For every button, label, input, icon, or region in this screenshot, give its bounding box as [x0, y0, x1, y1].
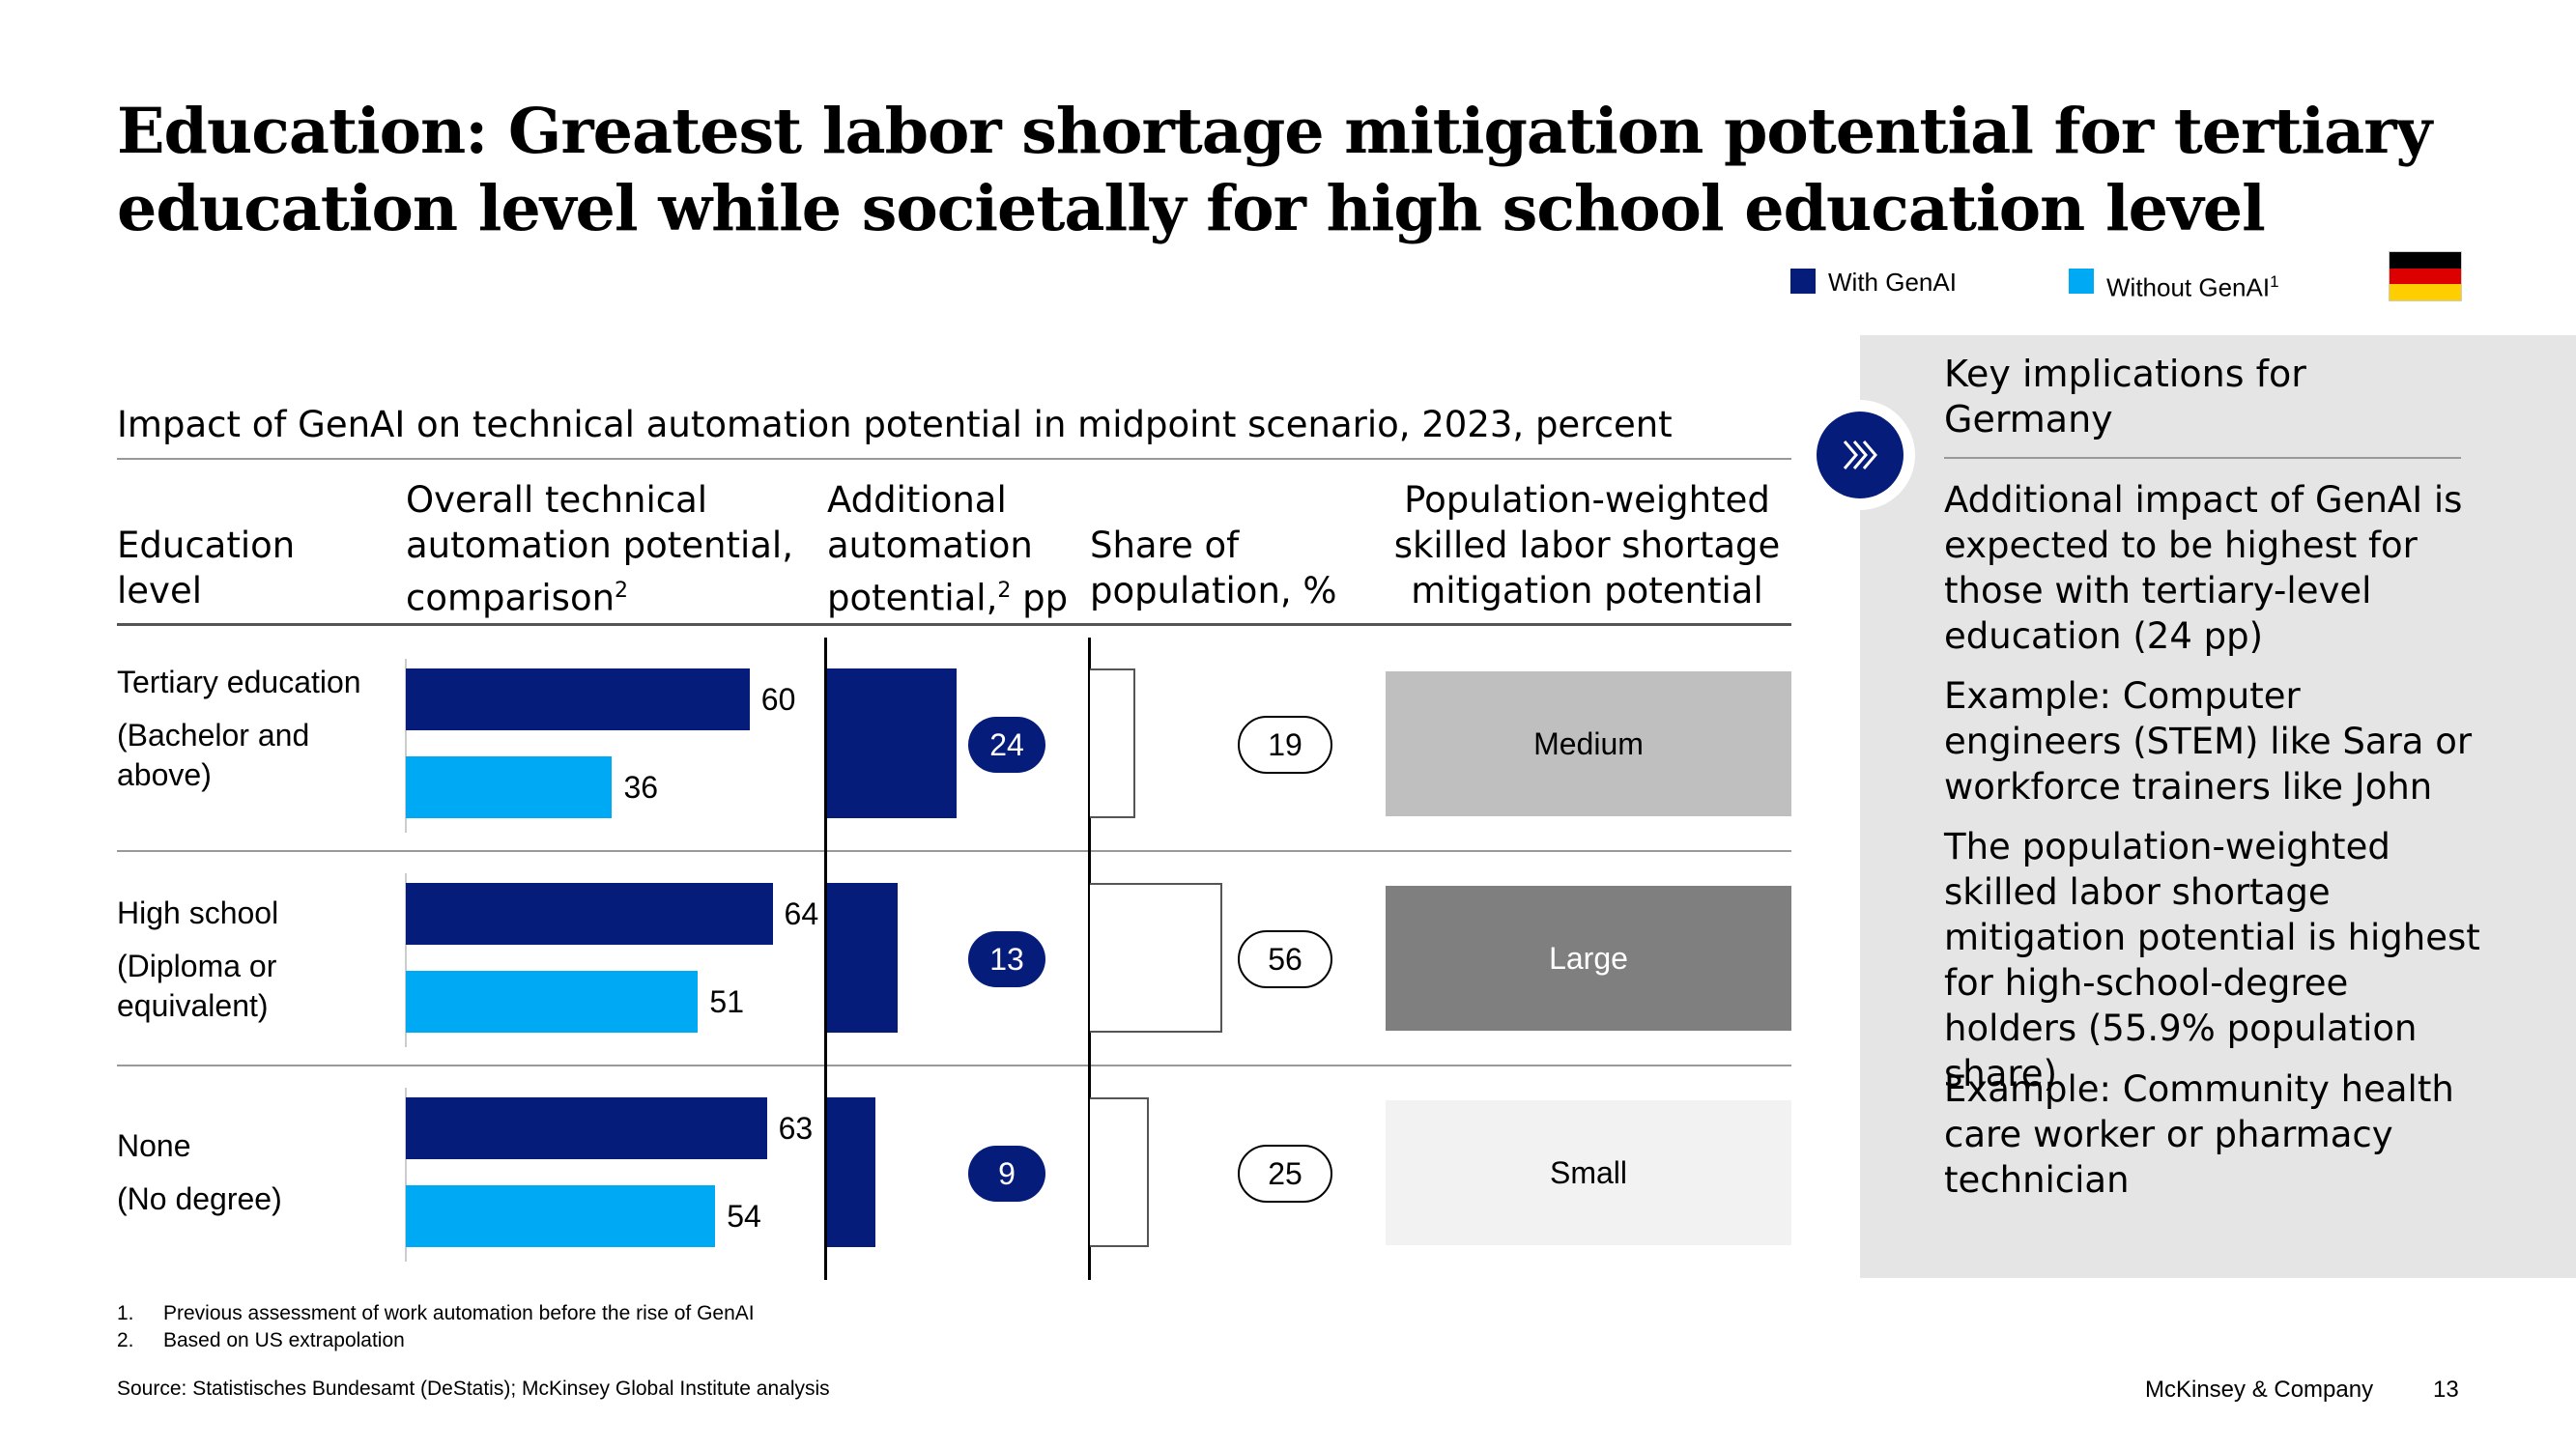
additional-value-pill: 9: [968, 1146, 1045, 1202]
header-divider: [117, 623, 1791, 626]
footnote-2: 2. Based on US extrapolation: [117, 1329, 405, 1351]
row-label-main: Tertiary education: [117, 665, 361, 699]
side-heading: Key implications for Germany: [1944, 353, 2306, 440]
bar-value-label: 54: [727, 1199, 761, 1234]
row-label-sub: (No degree): [117, 1181, 282, 1216]
additional-value-pill: 24: [968, 717, 1045, 773]
bar-without-genai: [406, 971, 699, 1033]
row-label-tertiary: Tertiary education (Bachelor and above): [117, 663, 368, 795]
col-head-overall: Overall technical automation potential, …: [406, 479, 793, 619]
share-value-oval: 25: [1238, 1145, 1332, 1203]
mitigation-box: Large: [1386, 886, 1791, 1031]
share-bar: [1090, 883, 1223, 1033]
legend-swatch-with-genai: [1790, 269, 1816, 294]
row-label-main: None: [117, 1128, 191, 1163]
side-divider: [1944, 457, 2461, 459]
additional-value-pill: 13: [968, 931, 1045, 987]
col-head-mitigation: Population-weighted skilled labor shorta…: [1393, 479, 1781, 611]
row-divider: [117, 850, 1791, 852]
side-paragraph: Example: Computer engineers (STEM) like …: [1944, 675, 2473, 808]
side-paragraph: Example: Community health care worker or…: [1944, 1068, 2454, 1201]
additional-bar: [827, 883, 898, 1033]
subtitle-divider: [117, 458, 1791, 460]
chart-subtitle: Impact of GenAI on technical automation …: [117, 404, 1673, 445]
legend-swatch-without-genai: [2069, 269, 2094, 294]
share-value-oval: 19: [1238, 716, 1332, 774]
overall-axis: [405, 873, 407, 1047]
row-label-main: High school: [117, 895, 279, 930]
footnote-1: 1. Previous assessment of work automation…: [117, 1302, 755, 1324]
bar-without-genai: [406, 756, 613, 818]
col-head-share: Share of population, %: [1090, 525, 1337, 611]
bar-with-genai: [406, 1097, 767, 1159]
germany-flag-icon: [2389, 251, 2462, 301]
overall-axis: [405, 659, 407, 833]
legend-label-with-genai: With GenAI: [1828, 268, 1957, 297]
overall-axis: [405, 1088, 407, 1262]
share-bar: [1090, 668, 1135, 818]
row-label-high-school: High school (Diploma or equivalent): [117, 894, 368, 1026]
bar-value-label: 51: [709, 984, 745, 1019]
row-divider: [117, 1065, 1791, 1066]
brand-name: McKinsey & Company: [2145, 1377, 2374, 1403]
key-implications-panel: [1860, 335, 2576, 1278]
col-head-education-level: Education level: [117, 525, 296, 611]
col-head-additional: Additional automation potential,2 pp: [827, 479, 1069, 619]
additional-bar: [827, 668, 958, 818]
row-label-none: None (No degree): [117, 1126, 368, 1219]
page-title: Education: Greatest labor shortage mitig…: [117, 95, 2432, 245]
bar-value-label: 60: [760, 682, 796, 717]
bar-value-label: 36: [623, 770, 659, 805]
page-number: 13: [2433, 1377, 2459, 1403]
row-label-sub: (Bachelor and above): [117, 718, 310, 792]
bar-value-label: 64: [784, 896, 819, 931]
mitigation-box: Medium: [1386, 671, 1791, 816]
source-note: Source: Statistisches Bundesamt (DeStati…: [117, 1378, 830, 1400]
side-paragraph: The population-weighted skilled labor sh…: [1944, 826, 2480, 1094]
bar-with-genai: [406, 883, 773, 945]
additional-bar: [827, 1097, 876, 1247]
side-paragraph: Additional impact of GenAI is expected t…: [1944, 479, 2463, 657]
bar-with-genai: [406, 668, 750, 730]
share-bar: [1090, 1097, 1150, 1247]
additional-axis: [824, 638, 827, 1280]
share-value-oval: 56: [1238, 930, 1332, 988]
bar-without-genai: [406, 1185, 716, 1247]
share-axis: [1088, 638, 1091, 1280]
mitigation-box: Small: [1386, 1100, 1791, 1245]
row-label-sub: (Diploma or equivalent): [117, 949, 277, 1023]
legend-label-without-genai: Without GenAI1: [2106, 272, 2279, 302]
bar-value-label: 63: [778, 1111, 814, 1146]
chevron-double-right-icon: [1817, 412, 1903, 498]
